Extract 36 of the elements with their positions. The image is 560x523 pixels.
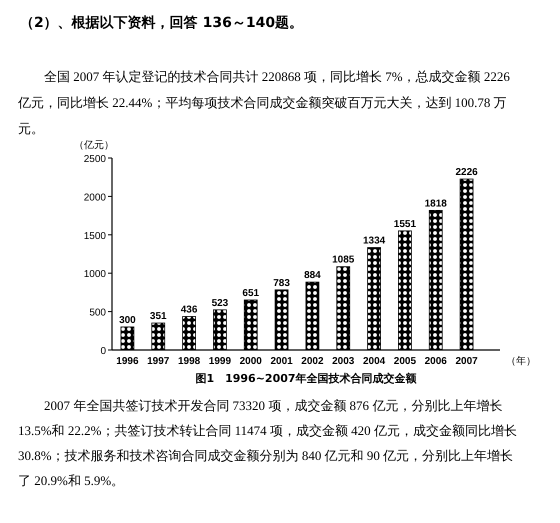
- data-label: 1085: [332, 254, 355, 266]
- data-label: 436: [180, 304, 198, 316]
- data-label: 523: [212, 298, 229, 309]
- data-label: 2226: [455, 167, 478, 178]
- x-tick-label: 1998: [178, 356, 201, 367]
- x-axis-title: （年）: [506, 355, 536, 367]
- y-tick-label: 1000: [84, 269, 106, 280]
- data-label: 1334: [362, 236, 386, 247]
- text: 图1 1996~2007年全国技术合同成交金额: [195, 372, 418, 385]
- y-tick-label: 1500: [84, 230, 106, 242]
- y-tick-label: 2000: [84, 192, 106, 204]
- y-tick-label: 500: [89, 308, 106, 319]
- text: 全国 2007 年认定登记的技术合同共计 220868 项，同比增长 7%，总成交金额 2226 亿元，同比增长 22.44%；平均每项技术合同成交金额突破百万元大关，达到 100.78 万元。: [18, 69, 510, 136]
- x-tick-label: 2006: [424, 356, 448, 367]
- x-tick-label: 1996: [116, 356, 139, 367]
- data-label: 351: [150, 311, 168, 322]
- text: 2007 年全国共签订技术开发合同 73320 项，成交金额 876 亿元，分别比上年增长 13.5%和 22.2%；共签订技术转让合同 11474 项，成交金额 420 亿元，成交金额同比增长 30.8%；技术服务和技术咨询合同成交金额分别为 840 亿元和 90 亿元，分别比上年增长了 20.9%和 5.9%。: [18, 397, 518, 490]
- data-label: 884: [304, 270, 322, 282]
- y-tick-label: 0: [100, 346, 106, 357]
- x-tick-label: 2003: [332, 356, 355, 367]
- data-label: 1551: [394, 218, 416, 230]
- x-tick-label: 2001: [270, 356, 294, 367]
- x-tick-label: 2005: [394, 356, 416, 367]
- x-tick-label: 2004: [362, 356, 386, 367]
- y-tick-label: 2500: [84, 154, 106, 165]
- x-tick-label: 2000: [240, 356, 262, 367]
- text: （2）、根据以下资料，回答 136～140题。: [20, 14, 304, 32]
- data-label: 300: [119, 314, 136, 326]
- x-tick-label: 1997: [147, 356, 170, 367]
- y-axis-title: （亿元）: [74, 140, 114, 151]
- x-tick-label: 2002: [301, 356, 324, 367]
- data-label: 1818: [424, 198, 448, 210]
- x-tick-label: 1999: [208, 356, 232, 367]
- data-label: 783: [273, 278, 290, 289]
- x-tick-label: 2007: [455, 356, 478, 367]
- data-label: 651: [242, 288, 260, 300]
